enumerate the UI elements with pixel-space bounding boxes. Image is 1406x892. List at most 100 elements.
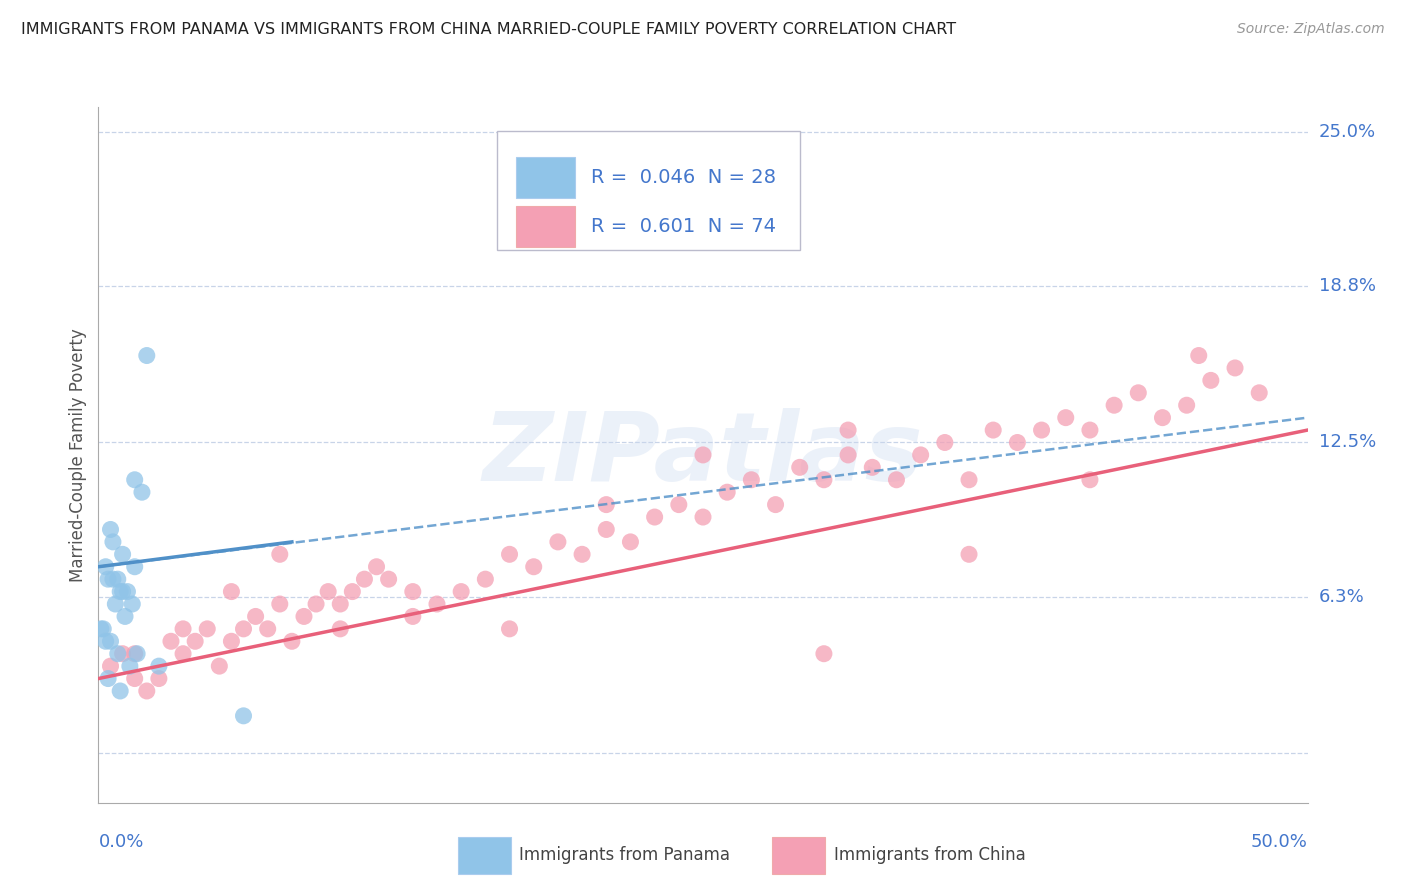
Point [837,448,859,462]
Point [1128,385,1150,400]
Point [1175,398,1198,412]
Point [148,672,170,686]
Point [232,708,254,723]
Point [107,572,129,586]
Point [1078,423,1101,437]
Point [135,684,157,698]
FancyBboxPatch shape [516,157,575,198]
Point [813,647,835,661]
Point [245,609,267,624]
Point [789,460,811,475]
Point [100,634,122,648]
Text: 18.8%: 18.8% [1319,277,1375,295]
Point [1249,385,1271,400]
Point [107,647,129,661]
Point [1007,435,1029,450]
Text: 6.3%: 6.3% [1319,588,1364,606]
Point [619,535,641,549]
FancyBboxPatch shape [516,206,575,247]
Point [668,498,690,512]
Point [292,609,315,624]
FancyBboxPatch shape [772,837,825,874]
Point [124,473,146,487]
Point [910,448,932,462]
Point [172,647,194,661]
Point [305,597,328,611]
Point [1223,361,1246,376]
Text: Source: ZipAtlas.com: Source: ZipAtlas.com [1237,22,1385,37]
Point [127,647,149,661]
Point [184,634,207,648]
Text: IMMIGRANTS FROM PANAMA VS IMMIGRANTS FROM CHINA MARRIED-COUPLE FAMILY POVERTY CO: IMMIGRANTS FROM PANAMA VS IMMIGRANTS FRO… [21,22,956,37]
Point [342,584,364,599]
Point [124,559,146,574]
Point [101,572,124,586]
Point [135,349,157,363]
Text: Immigrants from China: Immigrants from China [834,846,1025,864]
Point [111,584,134,599]
Point [644,510,666,524]
Point [402,584,425,599]
Point [131,485,153,500]
Point [124,672,146,686]
Point [269,597,291,611]
FancyBboxPatch shape [457,837,510,874]
Text: 50.0%: 50.0% [1251,833,1308,851]
Point [1078,473,1101,487]
Point [1054,410,1077,425]
Point [957,547,980,561]
Point [329,622,352,636]
Point [256,622,278,636]
Text: 25.0%: 25.0% [1319,123,1376,141]
Point [474,572,496,586]
Point [94,634,117,648]
Point [91,622,114,636]
Point [111,647,134,661]
Point [450,584,472,599]
Point [117,584,139,599]
Point [692,448,714,462]
Point [172,622,194,636]
Point [281,634,304,648]
Point [886,473,908,487]
Text: R =  0.601  N = 74: R = 0.601 N = 74 [591,217,776,235]
Point [523,559,546,574]
Point [329,597,352,611]
Point [377,572,399,586]
Text: R =  0.046  N = 28: R = 0.046 N = 28 [591,168,776,186]
Point [571,547,593,561]
Point [1152,410,1174,425]
FancyBboxPatch shape [498,131,800,250]
Point [121,597,143,611]
Point [498,622,520,636]
Point [1102,398,1125,412]
Point [114,609,136,624]
Text: 0.0%: 0.0% [98,833,143,851]
Point [97,672,120,686]
Point [97,572,120,586]
Point [269,547,291,561]
Point [765,498,787,512]
Point [100,523,122,537]
Point [934,435,956,450]
Point [108,684,131,698]
Point [111,547,134,561]
Point [813,473,835,487]
Text: 12.5%: 12.5% [1319,434,1376,451]
Point [1199,373,1222,387]
Point [740,473,762,487]
Point [101,535,124,549]
Point [221,584,243,599]
Point [837,423,859,437]
Point [108,584,131,599]
Point [100,659,122,673]
Point [595,498,617,512]
Point [221,634,243,648]
Point [981,423,1004,437]
Point [160,634,183,648]
Point [118,659,141,673]
Point [860,460,883,475]
Point [232,622,254,636]
Point [90,622,112,636]
Point [957,473,980,487]
